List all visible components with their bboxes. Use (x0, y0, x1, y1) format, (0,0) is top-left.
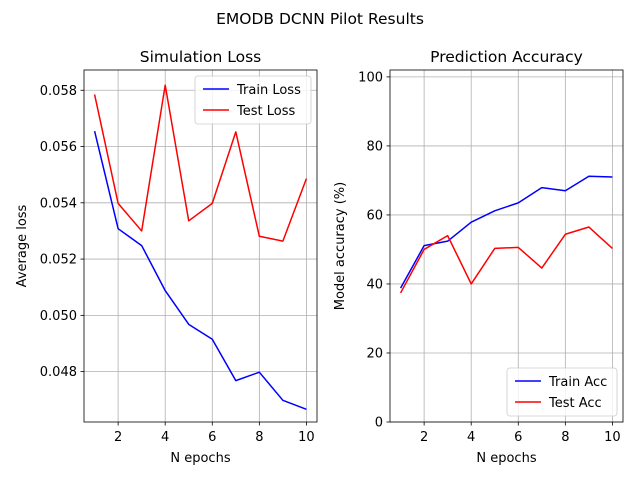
y-axis-label: Average loss (15, 204, 30, 287)
y-tick-label: 0.054 (40, 196, 77, 211)
y-tick-label: 0.058 (40, 84, 77, 99)
legend-label: Train Acc (548, 375, 607, 390)
x-tick-label: 2 (420, 430, 428, 445)
x-tick-label: 10 (604, 430, 621, 445)
y-tick-label: 0.052 (40, 253, 77, 268)
y-tick-label: 0 (375, 416, 383, 431)
x-tick-label: 10 (298, 430, 315, 445)
legend-box (194, 75, 312, 125)
plot-frame (389, 69, 624, 423)
series-line-train-acc (399, 175, 613, 289)
series-line-test-loss (93, 84, 308, 242)
legend: Train Acc Test Acc (506, 367, 618, 417)
y-tick-label: 0.056 (40, 140, 77, 155)
legend-label: Test Acc (548, 396, 602, 411)
x-tick-label: 8 (561, 430, 569, 445)
y-tick-label: 40 (366, 277, 383, 292)
x-axis-label: N epochs (170, 451, 230, 466)
x-tick-label: 4 (161, 430, 169, 445)
chart-title: Prediction Accuracy (430, 48, 583, 66)
legend-box (506, 367, 618, 417)
figure-suptitle: EMODB DCNN Pilot Results (216, 10, 424, 28)
x-axis-label: N epochs (476, 451, 536, 466)
legend-label: Train Loss (236, 83, 301, 98)
legend-label: Test Loss (236, 104, 295, 119)
y-tick-label: 20 (366, 346, 383, 361)
y-tick-label: 0.048 (40, 365, 77, 380)
y-axis-label: Model accuracy (%) (333, 182, 348, 310)
series-line-test-acc (399, 226, 613, 294)
y-tick-label: 100 (358, 70, 383, 85)
x-tick-label: 8 (255, 430, 263, 445)
x-tick-label: 2 (114, 430, 122, 445)
legend: Train Loss Test Loss (194, 75, 312, 125)
y-tick-label: 0.050 (40, 309, 77, 324)
y-tick-label: 60 (366, 208, 383, 223)
loss-chart: 2 4 6 8 10 0.048 0.050 0.052 0.054 0.056 0.058 N ep… (15, 48, 318, 466)
x-tick-label: 6 (208, 430, 216, 445)
y-tick-label: 80 (366, 139, 383, 154)
plot-frame (83, 69, 318, 423)
series-line-train-loss (93, 130, 307, 411)
x-tick-label: 4 (467, 430, 475, 445)
chart-title: Simulation Loss (140, 48, 262, 66)
x-tick-label: 6 (514, 430, 522, 445)
